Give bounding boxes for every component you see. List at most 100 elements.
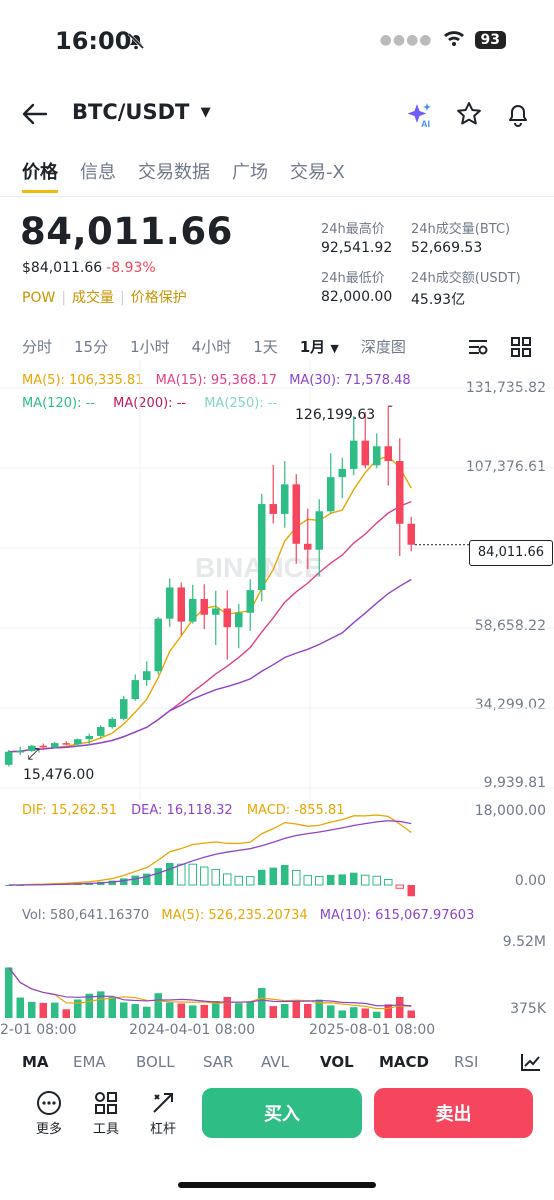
macd-histogram-bar xyxy=(361,874,370,886)
indicator-rsi[interactable]: RSI xyxy=(454,1053,479,1071)
candle-body xyxy=(327,477,335,512)
more-label: 更多 xyxy=(35,1122,62,1137)
stat-low: 24h最低价 82,000.00 xyxy=(321,267,392,305)
macd-histogram-bar xyxy=(407,885,415,897)
back-icon[interactable] xyxy=(22,102,48,130)
volume-bar xyxy=(396,996,404,1018)
chart-settings-icon[interactable] xyxy=(467,337,489,361)
stat-high-value: 92,541.92 xyxy=(321,240,393,256)
indicator-bar: MA EMA BOLL SAR AVL VOL MACD RSI xyxy=(22,1053,552,1071)
interval-4h[interactable]: 4小时 xyxy=(191,338,232,356)
candle-body xyxy=(361,440,369,466)
interval-1h[interactable]: 1小时 xyxy=(130,338,170,356)
indicator-chart-icon[interactable] xyxy=(520,1052,542,1076)
interval-1m-label: 1月 xyxy=(299,338,326,356)
ma15-label: MA(15): 95,368.17 xyxy=(155,373,278,388)
indicator-ema[interactable]: EMA xyxy=(73,1053,106,1071)
interval-bar: 分时 15分 1小时 4小时 1天 1月 ▼ 深度图 xyxy=(22,336,406,357)
vol-axis-top: 9.52M xyxy=(502,934,546,950)
indicator-macd[interactable]: MACD xyxy=(379,1053,429,1071)
macd-histogram-bar xyxy=(246,876,255,886)
expand-icon[interactable]: ⤢ xyxy=(27,744,40,763)
bell-icon[interactable] xyxy=(505,101,531,131)
interval-depth[interactable]: 深度图 xyxy=(360,338,406,356)
tab-trade-x[interactable]: 交易-X xyxy=(290,162,345,183)
buy-button[interactable]: 买入 xyxy=(202,1088,362,1138)
tools-button[interactable]: 工具 xyxy=(86,1090,126,1137)
pair-selector[interactable]: BTC/USDT ▼ xyxy=(72,100,211,124)
macd-label: MACD: -855.81 xyxy=(246,803,345,818)
volume-bar xyxy=(258,988,266,1018)
svg-text:AI: AI xyxy=(421,119,430,129)
stat-vol-btc-value: 52,669.53 xyxy=(411,240,483,256)
grid-layout-icon[interactable] xyxy=(511,337,531,361)
tab-trading-data[interactable]: 交易数据 xyxy=(138,162,210,183)
tag-row: POW | 成交量 | 价格保护 xyxy=(22,290,187,306)
tab-square[interactable]: 广场 xyxy=(232,162,268,183)
sell-button[interactable]: 卖出 xyxy=(374,1088,533,1138)
ai-sparkle-icon[interactable]: AI xyxy=(406,101,434,133)
vol-legend: Vol: 580,641.16370 MA(5): 526,235.20734 … xyxy=(22,908,474,923)
candle-body xyxy=(28,745,36,752)
stat-vol-btc-label: 24h成交量(BTC) xyxy=(411,222,511,237)
interval-1m[interactable]: 1月 ▼ xyxy=(300,336,339,357)
volume-bar xyxy=(85,993,93,1018)
home-indicator xyxy=(178,1182,376,1188)
macd-histogram-bar xyxy=(269,867,277,885)
dif-label: DIF: 15,262.51 xyxy=(22,803,117,818)
more-button[interactable]: 更多 xyxy=(29,1090,69,1137)
candle-body xyxy=(5,751,13,765)
price-fiat-row: $84,011.66 -8.93% xyxy=(22,260,156,276)
tag-volume[interactable]: 成交量 xyxy=(72,290,115,306)
volume-bar xyxy=(281,1004,289,1018)
ma5-line xyxy=(8,455,412,753)
candle-body xyxy=(384,446,392,462)
ma5-label: MA(5): 106,335.81 xyxy=(22,373,144,388)
volume-bar xyxy=(28,1001,36,1018)
volume-bar xyxy=(338,1010,346,1018)
indicator-ma[interactable]: MA xyxy=(22,1053,49,1071)
volume-bar xyxy=(5,967,13,1018)
interval-1d[interactable]: 1天 xyxy=(253,338,278,356)
interval-15m[interactable]: 15分 xyxy=(74,338,109,356)
volume-bar xyxy=(108,996,116,1018)
volume-bar xyxy=(189,1005,197,1018)
vol-ma5-label: MA(5): 526,235.20734 xyxy=(161,908,308,923)
macd-histogram-bar xyxy=(281,864,289,885)
candle-body xyxy=(315,511,323,550)
volume-bar xyxy=(166,1002,174,1018)
indicator-boll[interactable]: BOLL xyxy=(136,1053,175,1071)
indicator-vol[interactable]: VOL xyxy=(320,1053,354,1071)
axis-price-2: 107,376.61 xyxy=(465,459,546,475)
volume-bar xyxy=(16,997,24,1018)
interval-timeline[interactable]: 分时 xyxy=(22,338,53,356)
volume-bar xyxy=(327,1005,335,1018)
indicator-avl[interactable]: AVL xyxy=(261,1053,289,1071)
macd-histogram-bar xyxy=(143,873,151,885)
indicator-sar[interactable]: SAR xyxy=(203,1053,234,1071)
ma120-label: MA(120): -- xyxy=(22,396,95,411)
star-icon[interactable] xyxy=(456,101,482,131)
candle-body xyxy=(200,598,208,615)
volume-bar xyxy=(361,1008,369,1018)
fiat-price: $84,011.66 xyxy=(22,260,103,276)
leverage-icon xyxy=(143,1090,183,1118)
candlestick-chart[interactable]: BINANCE xyxy=(0,360,554,800)
tag-pow[interactable]: POW xyxy=(22,290,56,306)
volume-bar xyxy=(97,991,105,1018)
candle-body xyxy=(108,718,116,728)
tag-price-protection[interactable]: 价格保护 xyxy=(130,290,187,306)
tab-price[interactable]: 价格 xyxy=(22,158,58,193)
volume-bar xyxy=(304,1003,312,1018)
macd-histogram-bar xyxy=(372,875,381,886)
volume-bar xyxy=(51,1002,59,1018)
tools-icon xyxy=(86,1090,126,1118)
macd-histogram-bar xyxy=(166,863,174,885)
vol-ma10-line xyxy=(8,967,412,1007)
volume-bar xyxy=(292,1000,300,1018)
volume-bar xyxy=(154,993,162,1018)
ma200-label: MA(200): -- xyxy=(113,396,187,411)
leverage-button[interactable]: 杠杆 xyxy=(143,1090,183,1137)
candle-body xyxy=(39,745,47,748)
tab-info[interactable]: 信息 xyxy=(80,162,116,183)
